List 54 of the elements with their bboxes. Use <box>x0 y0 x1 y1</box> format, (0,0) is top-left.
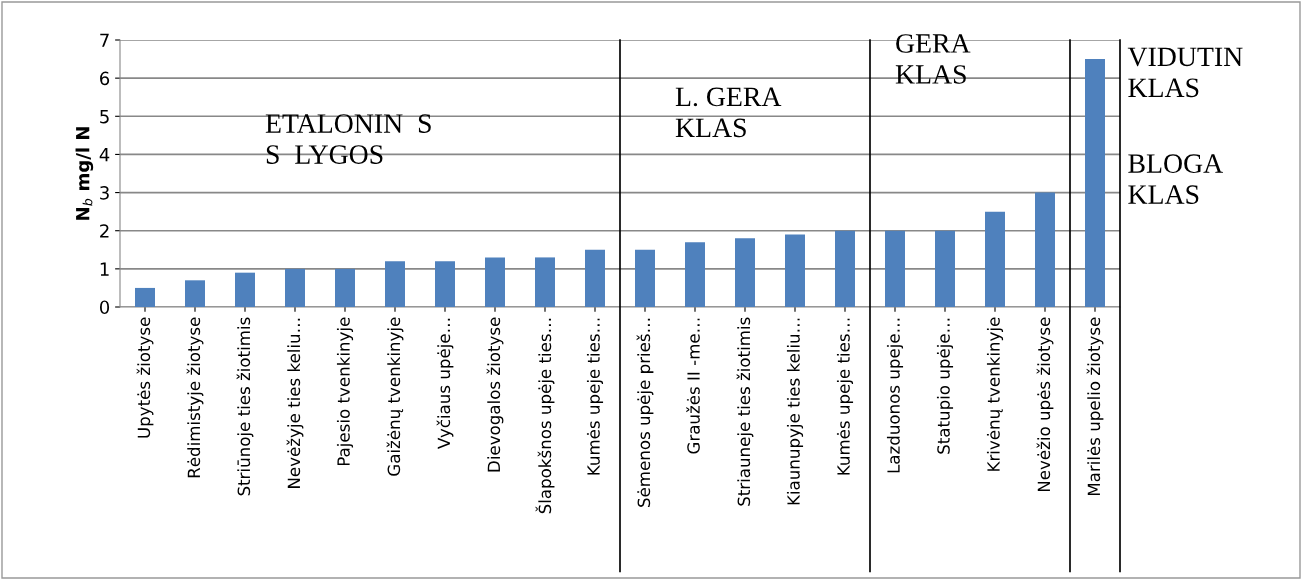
bar <box>685 242 705 307</box>
x-tick-label: Nevėžyje ties keliu… <box>286 318 304 488</box>
x-tick-label: Striauneje ties žiotimis <box>736 317 754 506</box>
bar <box>185 280 205 307</box>
x-tick-label: Rėdimistyje žiotyse <box>186 317 204 478</box>
text: VIDUTIN KLAS <box>1127 47 1243 98</box>
x-tick-label: Šlapokšnos upėje ties… <box>535 318 555 514</box>
y-tick-label: 7 <box>100 33 109 47</box>
bar <box>985 211 1005 307</box>
bar <box>385 261 405 307</box>
annotation: ETALONIN S S LYGOS <box>265 114 431 164</box>
y-tick-label: 3 <box>100 186 109 200</box>
y-tick-label: 1 <box>100 262 109 276</box>
x-tick-label: Dievogalos žiotyse <box>486 317 504 472</box>
bar <box>435 261 455 307</box>
bar <box>735 238 755 307</box>
bar <box>635 249 655 307</box>
bar <box>1035 192 1055 307</box>
bar <box>1085 59 1105 307</box>
x-tick-label: Gaižėnų tvenkinyje <box>386 317 404 476</box>
x-tick-label: Vyčiaus upėje… <box>436 318 454 449</box>
y-tick-label: 5 <box>100 109 109 124</box>
bar <box>485 257 505 307</box>
x-tick-label: Striūnoje ties žiotimis <box>236 317 254 496</box>
x-tick-label: Kiaunupyje ties keliu… <box>786 318 804 505</box>
y-tick-label: 2 <box>100 224 109 238</box>
bar <box>285 268 305 307</box>
bar <box>785 234 805 307</box>
annotation: L. GERA KLAS <box>675 87 782 138</box>
y-axis-title: N$_{b}$ mg/l N <box>75 127 94 220</box>
y-tick-label: 4 <box>99 148 110 162</box>
x-tick-label: Sėmenos upėje prieš… <box>636 318 654 507</box>
x-tick-label: Lazduonos upeje… <box>886 318 904 473</box>
y-tick-label: 6 <box>100 71 110 86</box>
x-tick-label: Pajesio tvenkinyje <box>336 317 354 466</box>
x-tick-label: Nevėžio upės žiotyse <box>1036 317 1054 492</box>
bar <box>885 230 905 307</box>
bar <box>585 249 605 307</box>
text: BLOGA KLAS <box>1128 154 1223 204</box>
bar <box>535 257 555 307</box>
x-tick-label: Krivėnų tvenkinyje <box>986 317 1004 471</box>
annotation: GERA KLAS <box>895 34 971 84</box>
bar <box>335 268 355 307</box>
x-tick-label: Marilės upelio žiotyse <box>1086 317 1104 496</box>
x-tick-label: Kumės upeje ties… <box>836 318 854 475</box>
x-tick-label: Kumės upeje ties… <box>586 318 604 475</box>
bar <box>235 272 255 307</box>
x-tick-label: Statupio upėje… <box>936 318 954 454</box>
bar <box>135 287 155 307</box>
bar <box>935 230 955 307</box>
x-tick-label: Upytės žiotyse <box>136 317 154 438</box>
x-tick-label: Graužės II -me… <box>686 318 700 454</box>
bar <box>835 230 855 307</box>
y-tick-label: 0 <box>99 300 110 315</box>
